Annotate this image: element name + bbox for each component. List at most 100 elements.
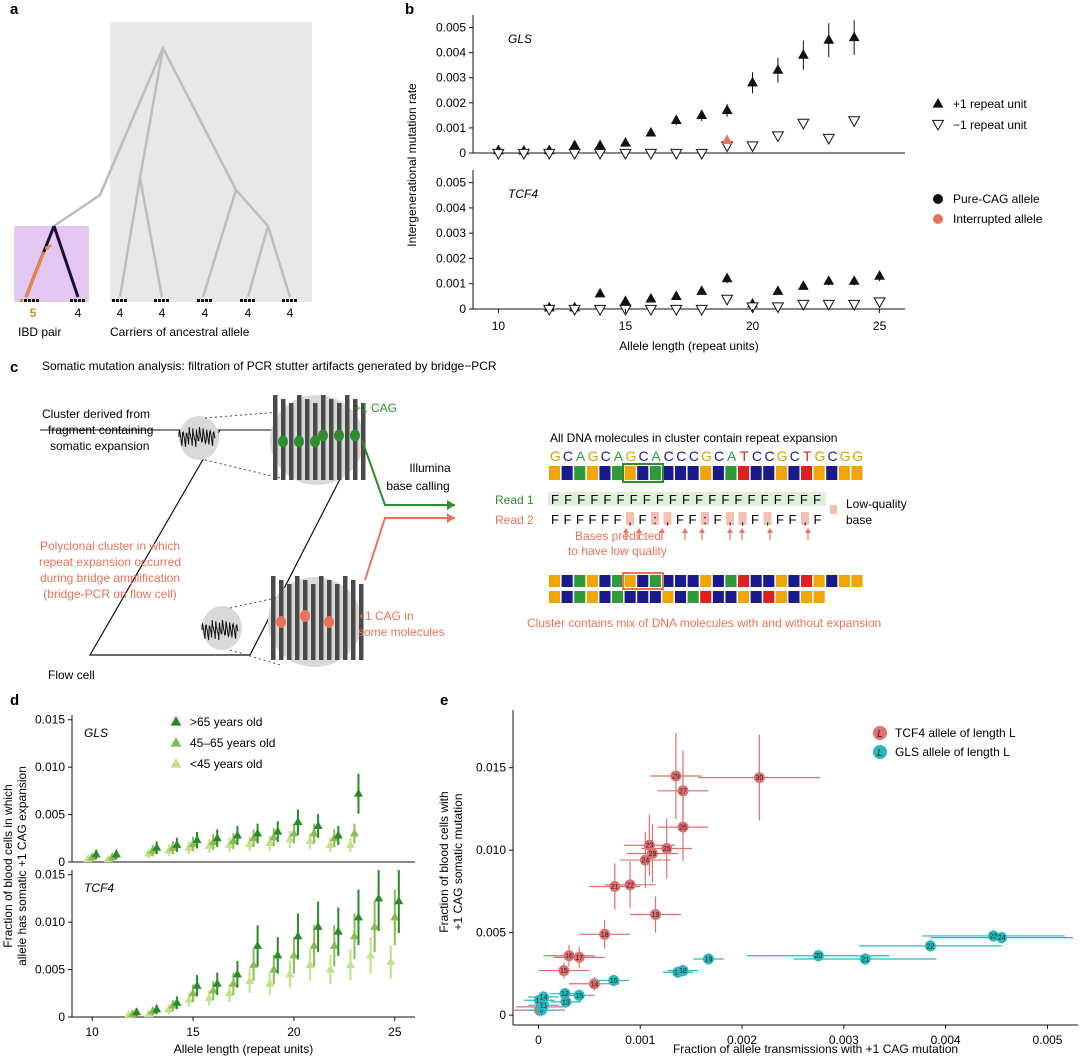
sequence-block bbox=[574, 591, 586, 603]
low-quality-highlight bbox=[663, 512, 672, 525]
read2-char: , bbox=[803, 512, 807, 527]
sequence-letter: G bbox=[625, 448, 636, 464]
data-point bbox=[289, 828, 299, 837]
ibd-branch-dark bbox=[52, 225, 80, 298]
legend-marker bbox=[933, 194, 943, 204]
data-point-label: 14 bbox=[591, 981, 599, 988]
sequence-letter: T bbox=[740, 448, 749, 464]
read2-char: F bbox=[564, 512, 572, 527]
cluster-label-2: fragment containing bbox=[48, 423, 153, 437]
data-point-minus1 bbox=[797, 118, 810, 130]
expansion-marker bbox=[294, 435, 304, 448]
data-point bbox=[563, 950, 575, 962]
data-point bbox=[249, 959, 259, 968]
data-point-plus1 bbox=[848, 275, 860, 285]
sequence-block bbox=[574, 575, 586, 587]
data-point-label: 27 bbox=[679, 788, 687, 795]
data-point-minus1 bbox=[746, 141, 759, 153]
data-point-minus1 bbox=[822, 133, 836, 145]
polyclonal-label-3: during bridge amplification bbox=[40, 571, 180, 585]
low-quality-arrows bbox=[623, 528, 811, 540]
sequence-letter: C bbox=[827, 448, 837, 464]
sequence-block bbox=[725, 466, 737, 480]
data-point-label: 20 bbox=[815, 953, 823, 960]
data-point-label: 19 bbox=[652, 912, 660, 919]
repeat-tile bbox=[162, 299, 165, 302]
sequence-letter: C bbox=[764, 448, 774, 464]
data-point bbox=[265, 838, 275, 847]
y-tick-label: 0.010 bbox=[476, 843, 506, 857]
data-point bbox=[650, 909, 662, 921]
data-point bbox=[624, 879, 636, 891]
read2-char: F bbox=[551, 512, 559, 527]
carrier-count: 4 bbox=[117, 306, 124, 320]
data-point bbox=[313, 921, 323, 930]
repeat-tile bbox=[294, 299, 297, 302]
x-tick-label: 15 bbox=[619, 319, 633, 333]
data-point-label: 19 bbox=[705, 957, 713, 964]
data-point bbox=[253, 828, 263, 837]
low-quality-arrow-head bbox=[739, 528, 745, 533]
expansion-box-green bbox=[622, 463, 664, 483]
data-point-label: 29 bbox=[672, 773, 680, 780]
expansion-box-salmon bbox=[622, 572, 664, 590]
data-point bbox=[588, 978, 600, 990]
data-point-label: 22 bbox=[626, 882, 634, 889]
data-point bbox=[144, 848, 154, 857]
low-quality-label-2: base bbox=[846, 513, 872, 527]
sequence-letter: C bbox=[689, 448, 699, 464]
read1-char: F bbox=[577, 492, 585, 507]
data-point bbox=[643, 839, 655, 851]
data-point bbox=[168, 1000, 178, 1009]
repeat-tile bbox=[201, 299, 204, 302]
data-point bbox=[285, 969, 295, 978]
data-point-label: 11 bbox=[540, 1003, 547, 1010]
data-point bbox=[152, 842, 162, 851]
read2-char: , bbox=[666, 512, 670, 527]
expansion-marker bbox=[350, 429, 360, 442]
sequence-block bbox=[637, 591, 649, 603]
data-point-minus1 bbox=[517, 148, 531, 161]
expansion-marker bbox=[334, 429, 344, 442]
sequence-block bbox=[549, 575, 561, 587]
sequence-block bbox=[675, 466, 687, 480]
sequence-block bbox=[775, 575, 787, 587]
carrier-count: 4 bbox=[159, 306, 166, 320]
data-point bbox=[172, 997, 182, 1006]
data-point-label: 18 bbox=[601, 932, 609, 939]
sequence-block bbox=[599, 591, 611, 603]
data-point-minus1 bbox=[822, 299, 836, 311]
data-point bbox=[329, 833, 339, 842]
sequence-block bbox=[574, 466, 586, 480]
data-point-label: 14 bbox=[540, 994, 548, 1001]
sequence-letter: A bbox=[727, 448, 737, 464]
data-point-label: 10 bbox=[536, 998, 544, 1005]
x-axis-label: Allele length (repeat units) bbox=[619, 339, 758, 353]
y-axis-label-1: Fraction of blood cells in which bbox=[1, 784, 15, 947]
polyclonal-label-1: Polyclonal cluster in which bbox=[40, 539, 180, 553]
read2-char: F bbox=[776, 512, 784, 527]
sequence-letter: C bbox=[664, 448, 674, 464]
repeat-tile bbox=[290, 299, 293, 302]
data-point bbox=[184, 994, 194, 1003]
data-point bbox=[573, 989, 585, 1001]
data-point-minus1 bbox=[746, 302, 759, 314]
y-tick-label: 0.005 bbox=[476, 926, 506, 940]
predicted-label-2: to have low quality bbox=[568, 544, 667, 558]
read2-char: : bbox=[703, 512, 707, 527]
panel-letter-b: b bbox=[405, 1, 414, 18]
read2-char: , bbox=[766, 512, 770, 527]
data-point-minus1 bbox=[644, 304, 658, 317]
data-point bbox=[609, 880, 621, 892]
data-point-label: 12 bbox=[561, 991, 569, 998]
repeat-tile bbox=[20, 299, 23, 302]
data-point-minus1 bbox=[644, 148, 658, 161]
subplot-title: TCF4 bbox=[84, 881, 114, 895]
sequence-block bbox=[813, 466, 825, 480]
read1-char: F bbox=[748, 492, 756, 507]
dna-strand bbox=[319, 576, 324, 660]
data-point-label: 23 bbox=[646, 843, 654, 850]
data-point bbox=[224, 988, 234, 997]
repeat-tile bbox=[32, 299, 35, 302]
